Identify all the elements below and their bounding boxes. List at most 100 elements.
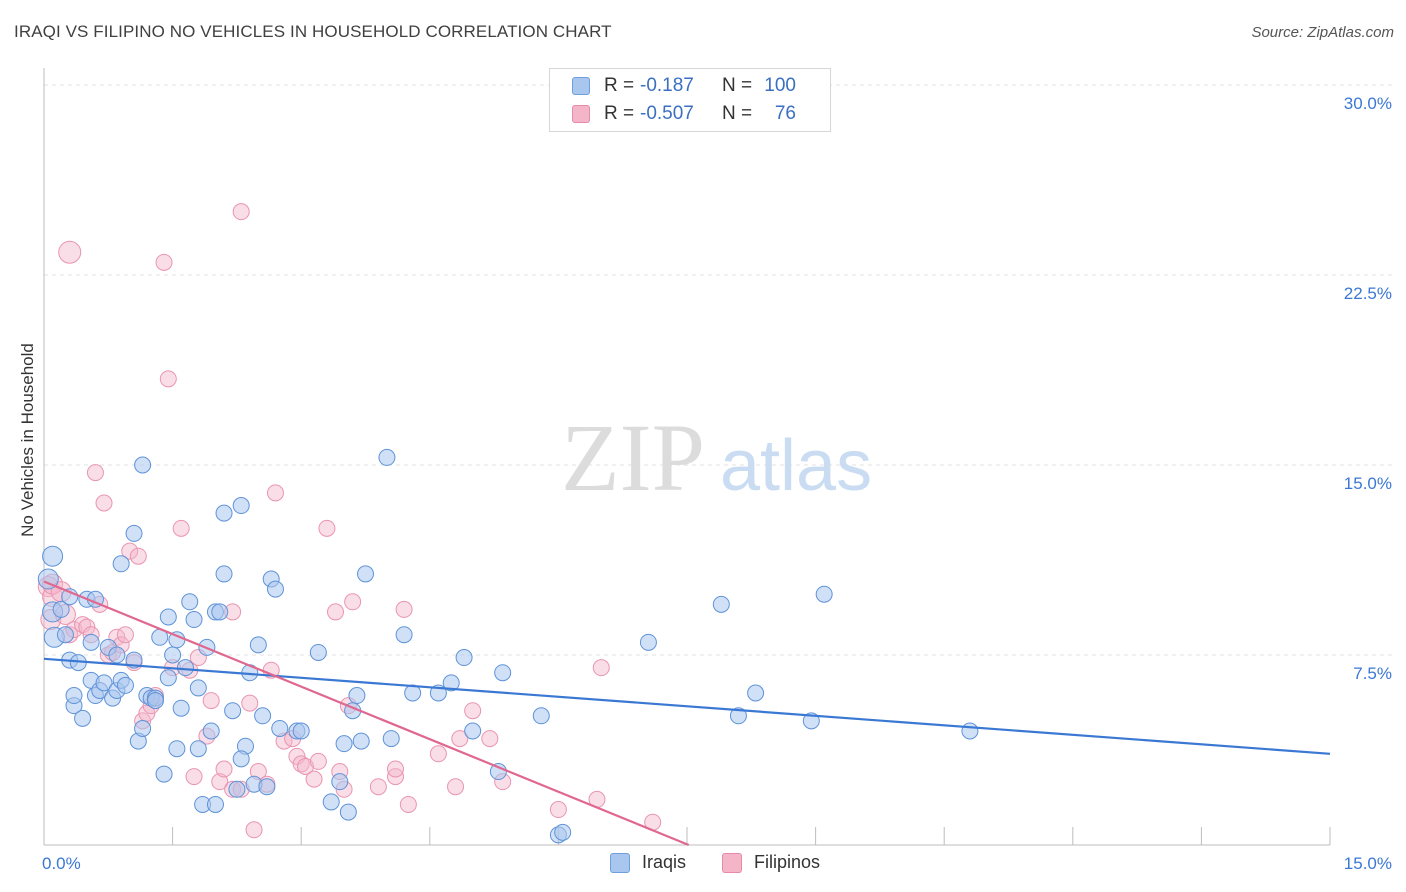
iraqis-point xyxy=(74,709,92,727)
legend-swatch-filipinos xyxy=(572,105,590,123)
iraqis-point xyxy=(309,643,327,661)
iraqis-point xyxy=(215,504,233,522)
y-axis-label: No Vehicles in Household xyxy=(18,343,37,537)
iraqis-point xyxy=(211,603,229,621)
iraqis-points xyxy=(37,448,979,844)
iraqis-point xyxy=(292,722,310,740)
iraqis-point xyxy=(747,684,765,702)
iraqis-point xyxy=(352,732,370,750)
filipinos-point xyxy=(592,659,610,677)
iraqis-point xyxy=(712,595,730,613)
trend-lines xyxy=(43,580,1331,847)
legend-n-value: 76 xyxy=(774,103,796,124)
iraqis-point xyxy=(339,803,357,821)
filipinos-point xyxy=(241,694,259,712)
filipinos-point xyxy=(318,519,336,537)
iraqis-point xyxy=(224,702,242,720)
filipinos-point xyxy=(369,778,387,796)
watermark-atlas: atlas xyxy=(720,426,872,506)
legend-item-iraqis: Iraqis xyxy=(610,852,686,873)
filipinos-point xyxy=(129,547,147,565)
filipinos-point xyxy=(116,626,134,644)
filipinos-point xyxy=(326,603,344,621)
iraqis-trend-line xyxy=(43,657,1331,755)
filipinos-point xyxy=(305,770,323,788)
iraqis-point xyxy=(176,659,194,677)
filipinos-point xyxy=(202,692,220,710)
iraqis-point xyxy=(134,456,152,474)
iraqis-point xyxy=(378,448,396,466)
filipinos-point xyxy=(429,745,447,763)
filipinos-point xyxy=(155,253,173,271)
iraqis-point xyxy=(815,585,833,603)
y-axis-label-wrap: No Vehicles in Household xyxy=(16,280,40,600)
iraqis-point xyxy=(202,722,220,740)
legend-row-filipinos: R = -0.507 N = 76 xyxy=(572,101,796,127)
iraqis-point xyxy=(455,649,473,667)
y-tick-label-0: 7.5% xyxy=(1353,664,1392,683)
iraqis-point xyxy=(258,778,276,796)
iraqis-point xyxy=(95,674,113,692)
iraqis-point xyxy=(335,735,353,753)
iraqis-point xyxy=(232,497,250,515)
filipinos-point xyxy=(395,600,413,618)
filipinos-point xyxy=(464,702,482,720)
iraqis-point xyxy=(442,674,460,692)
legend-label-iraqis: Iraqis xyxy=(642,852,687,872)
y-tick-label-3: 30.0% xyxy=(1344,94,1392,113)
filipinos-point xyxy=(451,730,469,748)
iraqis-point xyxy=(164,646,182,664)
iraqis-point xyxy=(382,730,400,748)
iraqis-point xyxy=(159,669,177,687)
legend-label-filipinos: Filipinos xyxy=(754,852,821,872)
legend-swatch-iraqis xyxy=(572,77,590,95)
iraqis-point xyxy=(348,687,366,705)
correlation-legend: R = -0.187 N = 100 R = -0.507 N = 76 xyxy=(549,68,831,132)
iraqis-point xyxy=(232,750,250,768)
iraqis-point xyxy=(331,773,349,791)
filipinos-point xyxy=(309,752,327,770)
filipinos-point xyxy=(447,778,465,796)
iraqis-point xyxy=(52,600,70,618)
iraqis-point xyxy=(729,707,747,725)
x-tick-label-end: 15.0% xyxy=(1344,854,1392,873)
iraqis-point xyxy=(266,580,284,598)
iraqis-point xyxy=(532,707,550,725)
legend-r-label: R = xyxy=(604,75,635,96)
filipinos-point xyxy=(58,240,82,264)
iraqis-point xyxy=(206,795,224,813)
iraqis-point xyxy=(65,687,83,705)
legend-r-value: -0.187 xyxy=(640,75,694,96)
iraqis-point xyxy=(37,568,59,590)
iraqis-point xyxy=(215,565,233,583)
iraqis-point xyxy=(189,679,207,697)
iraqis-point xyxy=(181,593,199,611)
iraqis-point xyxy=(159,608,177,626)
legend-swatch-iraqis xyxy=(610,852,630,873)
iraqis-point xyxy=(249,636,267,654)
legend-r-value: -0.507 xyxy=(640,103,694,124)
iraqis-point xyxy=(172,699,190,717)
filipinos-point xyxy=(185,768,203,786)
iraqis-point xyxy=(125,524,143,542)
filipinos-trend-line xyxy=(43,580,690,847)
legend-item-filipinos: Filipinos xyxy=(722,852,820,873)
iraqis-point xyxy=(42,545,64,567)
iraqis-point xyxy=(228,780,246,798)
filipinos-point xyxy=(86,464,104,482)
iraqis-point xyxy=(82,633,100,651)
filipinos-point xyxy=(296,757,314,775)
legend-r-label: R = xyxy=(604,103,635,124)
iraqis-point xyxy=(464,722,482,740)
legend-row-iraqis: R = -0.187 N = 100 xyxy=(572,73,796,99)
chart-title: IRAQI VS FILIPINO NO VEHICLES IN HOUSEHO… xyxy=(14,22,612,41)
iraqis-point xyxy=(134,719,152,737)
filipinos-point xyxy=(121,542,139,560)
iraqis-point xyxy=(494,664,512,682)
filipinos-point xyxy=(215,760,233,778)
x-tick-label-start: 0.0% xyxy=(42,854,81,873)
filipinos-point xyxy=(387,760,405,778)
filipinos-point xyxy=(481,730,499,748)
filipinos-point xyxy=(95,494,113,512)
